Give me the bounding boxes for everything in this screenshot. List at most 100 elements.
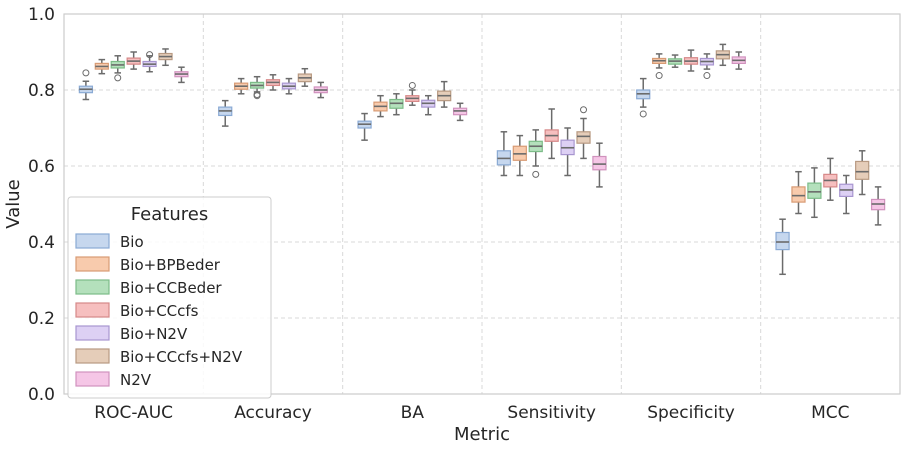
legend-swatch: [75, 233, 110, 249]
y-tick-label: 1.0: [28, 5, 55, 25]
box-bio: [78, 69, 94, 101]
legend-swatch: [75, 371, 110, 387]
box-n2v: [870, 186, 886, 226]
box-bio-n2v: [560, 127, 575, 177]
box-bio-n2v: [281, 77, 297, 95]
legend-swatch: [75, 256, 110, 272]
box-bio: [496, 131, 512, 177]
box-bio-ccbeder: [667, 54, 683, 68]
box-n2v: [174, 66, 189, 84]
outlier-point: [703, 72, 711, 80]
box-body: [775, 231, 790, 251]
box-body: [807, 182, 822, 199]
axis-ticks: 0.0 0.2 0.4 0.6 0.8 1.0 ROC-AUC Accuracy BA Sensi…: [28, 5, 850, 423]
box-bio-cccfs-n2v: [158, 48, 173, 67]
box-bio-bpbeder: [512, 134, 527, 177]
outlier-point: [114, 74, 122, 82]
x-tick-label: Sensitivity: [507, 403, 596, 423]
legend-label: Bio+CCcfs: [120, 302, 199, 320]
box-bio-n2v: [142, 51, 157, 73]
box-bio-bpbeder: [94, 58, 109, 75]
box-bio-bpbeder: [652, 53, 667, 80]
y-tick-label: 0.2: [28, 309, 55, 329]
box-bio-cccfs: [823, 157, 838, 201]
box-body: [576, 131, 591, 144]
box-bio-ccbeder: [389, 93, 404, 116]
box-bio-cccfs: [683, 49, 699, 72]
legend-swatch: [75, 325, 110, 341]
outlier-point: [580, 106, 588, 114]
box-bio-cccfs-n2v: [297, 67, 312, 87]
box-body: [592, 155, 607, 171]
legend-title: Features: [131, 204, 208, 225]
legend-swatch: [75, 302, 110, 318]
x-tick-label: ROC-AUC: [94, 403, 173, 423]
legend-entry: Bio+CCcfs: [75, 302, 199, 320]
box-body: [855, 160, 870, 180]
box-bio-n2v: [699, 53, 715, 80]
box-bio-cccfs: [405, 81, 420, 106]
y-tick-label: 0.6: [28, 157, 55, 177]
legend-entry: Bio+N2V: [75, 325, 188, 343]
legend-swatch: [75, 348, 110, 364]
box-bio-cccfs-n2v: [437, 80, 452, 108]
outlier-point: [532, 170, 540, 178]
x-axis-title: Metric: [454, 424, 510, 445]
legend-entry: N2V: [75, 371, 152, 389]
box-bio: [636, 77, 651, 118]
box-bio: [357, 112, 372, 141]
box-bio-ccbeder: [249, 75, 265, 100]
y-tick-label: 0.4: [28, 233, 55, 253]
y-axis-title: Value: [3, 179, 24, 228]
box-bio: [775, 218, 790, 276]
box-bio-cccfs: [126, 51, 141, 70]
outlier-point: [253, 91, 261, 99]
box-bio-ccbeder: [807, 167, 822, 219]
y-tick-label: 0.8: [28, 81, 55, 101]
legend-frame: [67, 196, 272, 399]
legend-entries: Bio Bio+BPBeder Bio+CCBeder Bio+CCcfs Bio+N2…: [75, 233, 243, 389]
box-bio-n2v: [839, 174, 854, 215]
box-n2v: [731, 51, 746, 70]
x-tick-label: MCC: [811, 403, 849, 423]
box-bio-ccbeder: [110, 55, 125, 82]
legend-entry: Bio+BPBeder: [75, 256, 221, 274]
x-tick-label: Accuracy: [234, 403, 312, 423]
legend-label: Bio+CCcfs+N2V: [120, 348, 243, 366]
box-groups: [78, 43, 886, 276]
legend-label: Bio: [120, 233, 144, 251]
box-body: [791, 186, 806, 203]
box-bio-cccfs-n2v: [576, 106, 591, 160]
legend-entry: Bio: [75, 233, 144, 251]
legend-label: N2V: [120, 371, 152, 389]
box-bio-cccfs: [265, 74, 281, 91]
x-tick-label: BA: [401, 403, 425, 423]
box-bio-bpbeder: [791, 170, 806, 215]
outlier-point: [639, 110, 647, 118]
box-n2v: [452, 102, 468, 122]
outlier-point: [655, 72, 663, 80]
legend-label: Bio+N2V: [120, 325, 188, 343]
box-n2v: [592, 142, 607, 188]
outlier-point: [146, 51, 154, 59]
legend: Features Bio Bio+BPBeder Bio+CCBeder Bio+CC…: [67, 196, 272, 399]
box-bio-cccfs-n2v: [855, 150, 870, 196]
legend-label: Bio+BPBeder: [120, 256, 221, 274]
outlier-point: [82, 69, 90, 77]
legend-label: Bio+CCBeder: [120, 279, 222, 297]
box-bio-ccbeder: [528, 129, 543, 178]
box-bio: [218, 99, 233, 127]
box-bio-bpbeder: [234, 77, 249, 95]
box-bio-bpbeder: [373, 94, 388, 118]
plot-frame: [63, 13, 901, 395]
legend-entry: Bio+CCcfs+N2V: [75, 348, 243, 366]
box-n2v: [313, 81, 328, 99]
box-bio-cccfs-n2v: [715, 43, 730, 67]
outlier-point: [408, 81, 416, 89]
legend-entry: Bio+CCBeder: [75, 279, 222, 297]
legend-swatch: [75, 279, 110, 295]
box-bio-n2v: [421, 94, 436, 116]
y-tick-label: 0.0: [28, 385, 55, 405]
box-bio-cccfs: [544, 108, 559, 160]
